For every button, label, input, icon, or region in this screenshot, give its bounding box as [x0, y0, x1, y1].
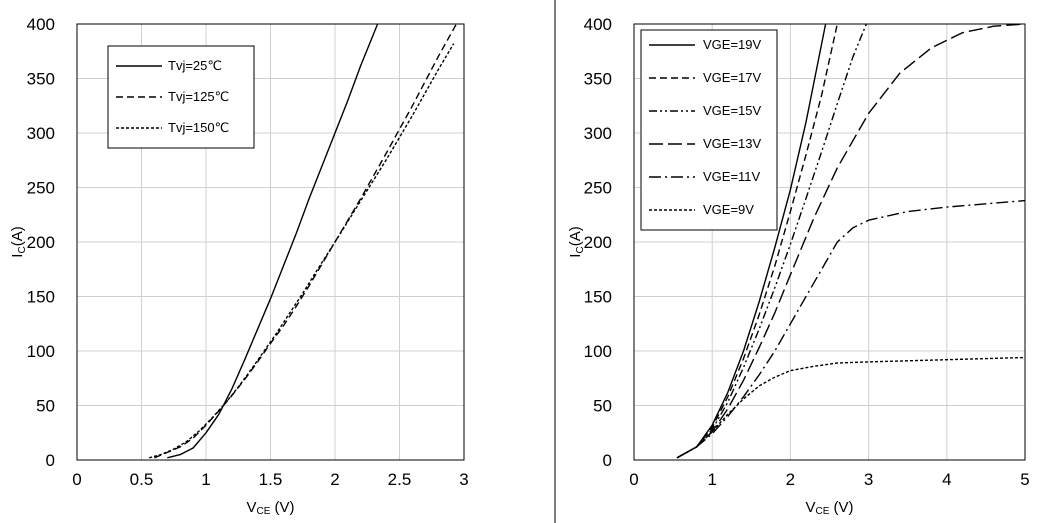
- x-tick-label: 0.5: [130, 470, 154, 489]
- series-line-1: [167, 23, 379, 459]
- x-tick-label: 2: [786, 470, 795, 489]
- y-axis-label: IC(A): [9, 226, 28, 257]
- y-tick-label: 400: [584, 15, 612, 34]
- series-line-3: [149, 43, 455, 459]
- y-tick-label: 250: [584, 179, 612, 198]
- chart-left-tvj: 0 0.5 1 1.5 2 2.5 3 0 50 100 150 200 250 300 350 400 VCE…: [9, 15, 469, 517]
- plot-frame: [633, 23, 1026, 461]
- x-tick-label: 2.5: [388, 470, 412, 489]
- y-tick-label: 400: [27, 15, 55, 34]
- legend-entry-label: VGE=11V: [703, 169, 761, 184]
- y-tick-label: 200: [584, 233, 612, 252]
- series-line-6: [676, 356, 1026, 459]
- legend-entry-label: VGE=17V: [703, 70, 762, 85]
- legend: Tvj=25℃ Tvj=125℃ Tvj=150℃: [107, 45, 255, 149]
- y-tick-label: 0: [603, 451, 612, 470]
- legend-entry-label: Tvj=125℃: [168, 89, 229, 104]
- x-axis-label: VCE (V): [247, 499, 295, 517]
- x-tick-label: 0: [629, 470, 638, 489]
- series-line-2: [676, 23, 838, 459]
- series-line-5: [676, 199, 1026, 459]
- y-tick-label: 150: [27, 288, 55, 307]
- y-tick-label: 100: [27, 342, 55, 361]
- y-tick-label: 350: [27, 70, 55, 89]
- y-tick-label: 50: [593, 397, 612, 416]
- y-tick-label: 150: [584, 288, 612, 307]
- y-tick-label: 200: [27, 233, 55, 252]
- y-tick-label: 50: [36, 397, 55, 416]
- x-tick-label: 2: [330, 470, 339, 489]
- series-line-2: [154, 21, 459, 459]
- x-tick-label: 3: [459, 470, 468, 489]
- x-tick-label: 0: [72, 470, 81, 489]
- y-tick-label: 350: [584, 70, 612, 89]
- legend-entry-label: Tvj=150℃: [168, 120, 229, 135]
- x-tick-label: 1: [201, 470, 210, 489]
- legend-box: [640, 29, 778, 231]
- x-tick-label: 3: [864, 470, 873, 489]
- series-line-3: [676, 23, 867, 459]
- legend-entry-label: VGE=13V: [703, 136, 762, 151]
- x-tick-label: 1.5: [259, 470, 283, 489]
- x-tick-label: 1: [707, 470, 716, 489]
- legend-entry-label: Tvj=25℃: [168, 58, 222, 73]
- x-axis-label: VCE (V): [806, 499, 854, 517]
- y-tick-label: 0: [46, 451, 55, 470]
- x-tick-label: 4: [942, 470, 951, 489]
- y-axis-label: IC(A): [567, 226, 586, 257]
- series-line-4: [676, 23, 1026, 459]
- y-tick-label: 100: [584, 342, 612, 361]
- y-tick-label: 300: [584, 124, 612, 143]
- y-tick-label: 300: [27, 124, 55, 143]
- y-tick-label: 250: [27, 179, 55, 198]
- x-tick-label: 5: [1020, 470, 1029, 489]
- legend: VGE=19V VGE=17V VGE=15V VGE=13V VGE=11V VGE=9…: [640, 29, 778, 231]
- legend-entry-label: VGE=15V: [703, 103, 762, 118]
- legend-entry-label: VGE=9V: [703, 202, 754, 217]
- plot-frame: [76, 23, 465, 461]
- legend-entry-label: VGE=19V: [703, 37, 762, 52]
